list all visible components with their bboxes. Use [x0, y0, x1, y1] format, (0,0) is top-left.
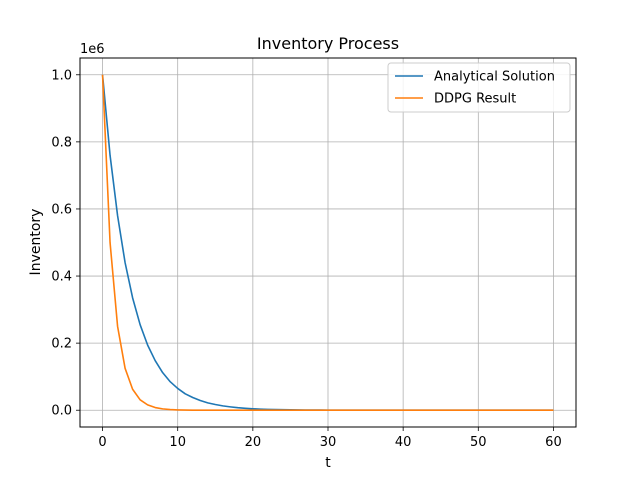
- legend-label-1: DDPG Result: [434, 92, 516, 107]
- plot-lines: [101, 74, 554, 412]
- chart-title: Inventory Process: [257, 34, 399, 53]
- y-tick-label: 0.6: [51, 202, 72, 217]
- x-axis-label: t: [325, 455, 331, 471]
- grid: [80, 58, 576, 427]
- x-tick-label: 30: [320, 435, 337, 450]
- y-tick-label: 0.2: [51, 337, 72, 352]
- x-tick-label: 60: [545, 435, 562, 450]
- legend: Analytical Solution DDPG Result: [387, 62, 571, 113]
- legend-box: [387, 62, 571, 113]
- y-tick-label: 0.8: [51, 135, 72, 150]
- x-tick-label: 50: [470, 435, 487, 450]
- y-tick-label: 0.0: [51, 404, 72, 419]
- y-offset-text: 1e6: [80, 42, 105, 57]
- series-line-1: [101, 74, 554, 412]
- x-tick-label: 10: [169, 435, 186, 450]
- y-axis-label: Inventory: [28, 209, 44, 276]
- x-tick-label: 0: [98, 435, 106, 450]
- x-tick-label: 40: [395, 435, 412, 450]
- y-tick-label: 1.0: [51, 68, 72, 83]
- legend-label-0: Analytical Solution: [434, 70, 555, 85]
- x-tick-label: 20: [245, 435, 262, 450]
- axis-ticks: 0 10 20 30 40 50 60 0.0 0.2 0.4 0.6 0.8 1.0: [51, 68, 561, 450]
- y-tick-label: 0.4: [51, 270, 72, 285]
